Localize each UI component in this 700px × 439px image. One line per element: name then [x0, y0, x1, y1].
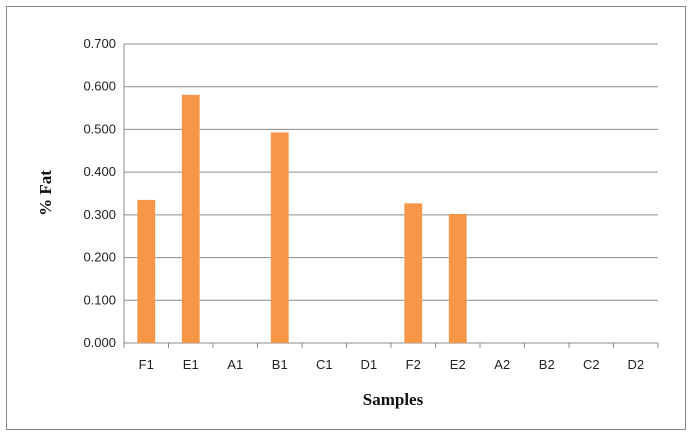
x-tick-label: D2 — [627, 357, 644, 372]
bar-chart: 0.000 0.100 0.200 0.300 0.400 0.500 0.600 0.700… — [36, 36, 659, 409]
y-tick-label: 0.200 — [83, 250, 116, 265]
x-axis-ticks: F1 E1 A1 B1 C1 D1 F2 E2 A2 B2 C2 D2 — [139, 357, 644, 372]
bar-e2 — [448, 214, 467, 343]
x-tick-label: E2 — [450, 357, 466, 372]
y-tick-label: 0.500 — [83, 121, 116, 136]
x-tick-label: B2 — [539, 357, 555, 372]
x-tick-label: B1 — [272, 357, 288, 372]
x-tick-label: E1 — [183, 357, 199, 372]
x-tick-label: D1 — [360, 357, 377, 372]
axes — [123, 44, 659, 348]
y-tick-label: 0.700 — [83, 36, 116, 51]
bar-f1 — [137, 199, 156, 343]
x-tick-label: A2 — [494, 357, 510, 372]
x-tick-label: F1 — [139, 357, 154, 372]
x-tick-label: A1 — [227, 357, 243, 372]
y-tick-label: 0.300 — [83, 207, 116, 222]
y-axis-title: % Fat — [36, 170, 55, 216]
bar-b1 — [270, 132, 289, 343]
x-tick-label: F2 — [406, 357, 421, 372]
gridlines — [124, 43, 658, 344]
y-tick-label: 0.000 — [83, 335, 116, 350]
bar-f2 — [404, 203, 423, 343]
y-tick-label: 0.400 — [83, 164, 116, 179]
y-axis-ticks: 0.000 0.100 0.200 0.300 0.400 0.500 0.600 0.700 — [83, 36, 116, 350]
x-tick-label: C2 — [583, 357, 600, 372]
chart-frame: 0.000 0.100 0.200 0.300 0.400 0.500 0.600 0.700… — [6, 6, 686, 430]
x-axis-title: Samples — [363, 390, 424, 409]
y-tick-label: 0.600 — [83, 79, 116, 94]
bars — [137, 94, 467, 343]
y-tick-label: 0.100 — [83, 292, 116, 307]
x-tick-label: C1 — [316, 357, 333, 372]
bar-e1 — [181, 94, 200, 343]
